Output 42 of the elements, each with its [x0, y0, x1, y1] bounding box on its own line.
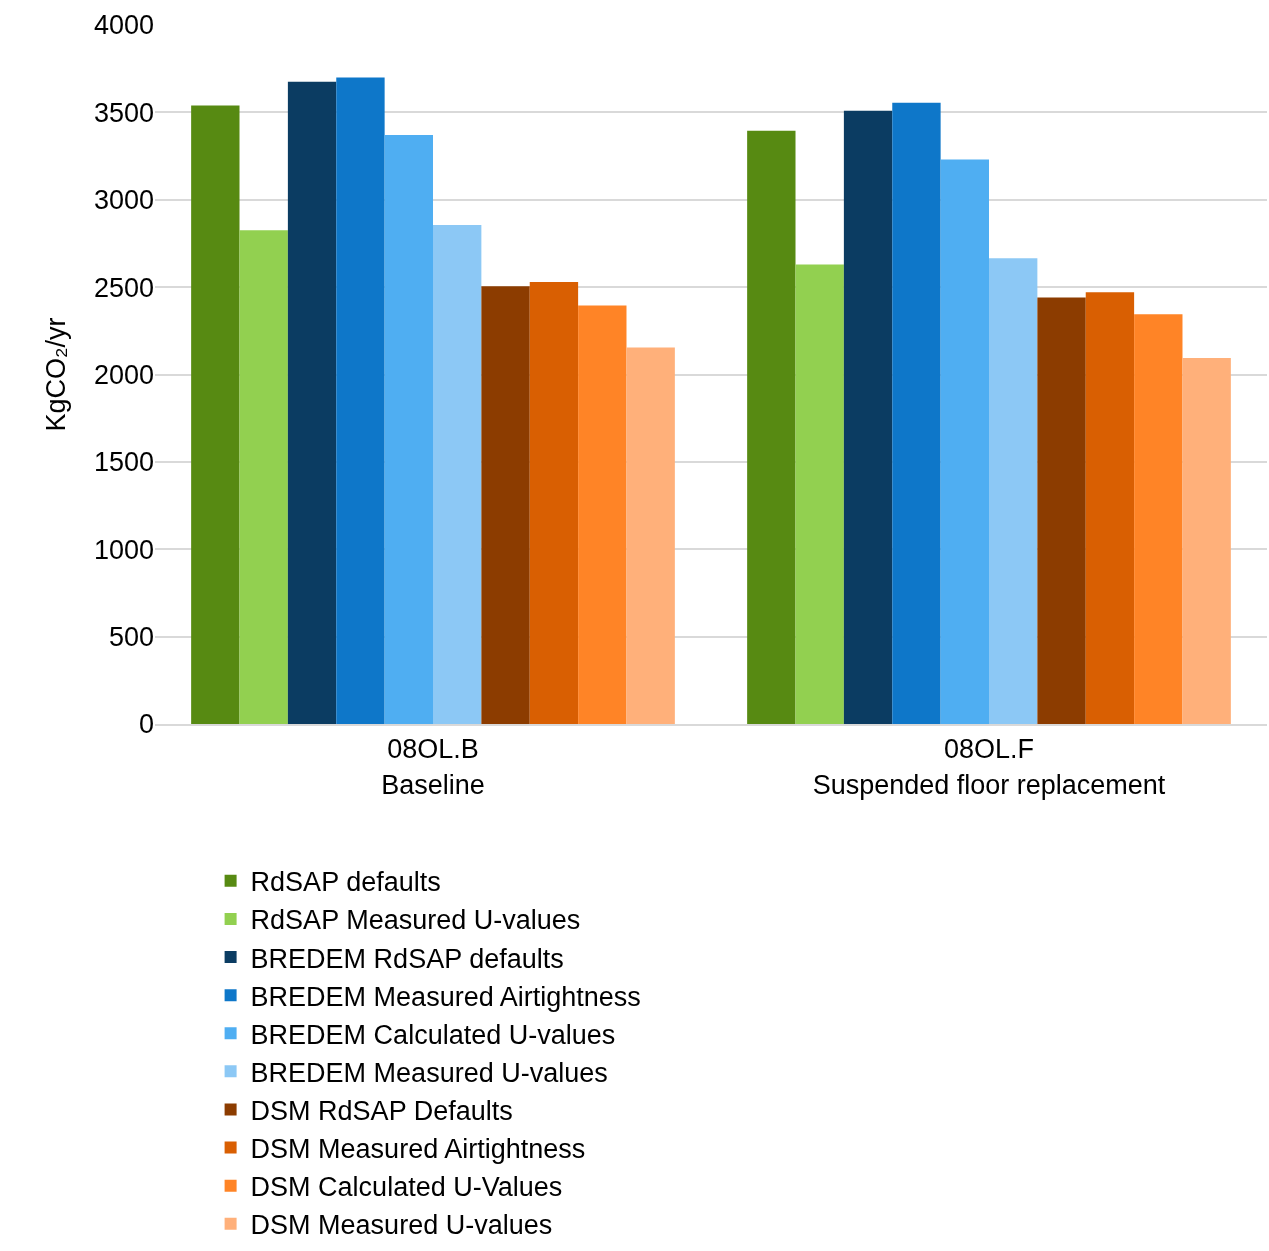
legend-label: BREDEM Measured Airtightness — [250, 981, 641, 1012]
bar — [1182, 357, 1231, 724]
bar — [481, 286, 530, 724]
bar — [578, 305, 627, 724]
y-tick-label: 2500 — [93, 272, 154, 303]
legend-label: DSM Measured U-values — [250, 1210, 553, 1241]
y-tick-label: 3000 — [93, 185, 154, 216]
bar — [940, 159, 989, 724]
y-tick-label: 3500 — [93, 97, 154, 128]
bar — [433, 225, 482, 724]
bar — [1037, 297, 1086, 724]
y-axis-title: KgCO₂/yr — [40, 317, 71, 432]
legend-label: DSM RdSAP Defaults — [250, 1095, 513, 1126]
bar — [795, 264, 844, 724]
y-tick-label: 1000 — [93, 534, 154, 565]
legend-label: BREDEM RdSAP defaults — [250, 943, 564, 974]
y-tick-label: 4000 — [93, 10, 154, 41]
legend-label: BREDEM Measured U-values — [250, 1057, 608, 1088]
legend-label: RdSAP Measured U-values — [250, 905, 581, 936]
x-tick-label: 08OL.F Suspended floor replacement — [812, 734, 1166, 800]
bar — [747, 130, 796, 724]
bar — [336, 77, 385, 724]
y-tick-label: 500 — [108, 622, 154, 653]
bar — [529, 281, 579, 724]
y-tick-label: 2000 — [93, 359, 154, 390]
bar — [1085, 292, 1135, 724]
bar — [989, 258, 1038, 724]
legend-label: DSM Calculated U-Values — [250, 1172, 563, 1203]
bar — [287, 81, 337, 724]
y-tick-label: 1500 — [93, 447, 154, 478]
x-tick-label: 08OL.B Baseline — [381, 734, 485, 800]
bar — [239, 230, 288, 724]
legend-label: DSM Measured Airtightness — [250, 1134, 586, 1165]
y-tick-label: 0 — [138, 709, 154, 740]
bar — [1134, 314, 1183, 724]
bar — [191, 105, 240, 724]
legend-label: BREDEM Calculated U-values — [250, 1019, 616, 1050]
bar — [626, 347, 675, 724]
legend-label: RdSAP defaults — [250, 867, 441, 898]
bar — [892, 102, 941, 724]
bar — [384, 135, 433, 724]
bar — [843, 110, 893, 724]
